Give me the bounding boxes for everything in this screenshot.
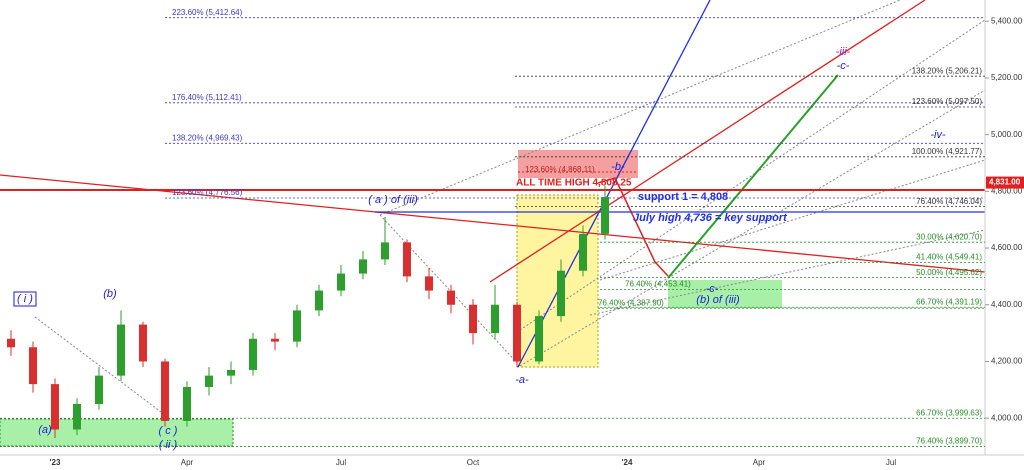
support-label: support 1 = 4,808 <box>638 191 728 203</box>
ath-label: ALL TIME HIGH 4,808.25 <box>516 178 632 189</box>
trend-line <box>517 0 711 368</box>
candle-body <box>425 276 433 291</box>
candle-body <box>403 242 411 277</box>
candle-body <box>579 233 587 271</box>
candle-body <box>51 384 59 430</box>
fib-label: 123.60% (4,776.56) <box>172 188 243 197</box>
projection-path <box>597 177 669 277</box>
wave-label: -iii- <box>836 46 851 58</box>
wave-label: ( ii ) <box>159 439 178 451</box>
wave-label: (b) <box>103 288 117 300</box>
candle-body <box>249 338 257 370</box>
projection-path <box>667 74 839 279</box>
fib-label: 30.00% (4,620.70) <box>916 232 982 241</box>
candle-body <box>601 197 609 234</box>
candle-body <box>469 304 477 334</box>
candle-body <box>7 338 15 348</box>
fib-label: 176.40% (5,112.41) <box>172 93 242 102</box>
candle-body <box>161 361 169 421</box>
candle-body <box>359 259 367 274</box>
y-tick-label: 4,800.00 <box>991 186 1023 195</box>
support-label: July high 4,736 = key support <box>633 212 788 224</box>
x-tick-label: '24 <box>622 458 633 467</box>
trend-line <box>489 0 926 283</box>
wave-label: (a) <box>38 424 52 436</box>
fib-label: 100.00% (4,921.77) <box>912 147 983 156</box>
fib-label: 138.20% (4,969.43) <box>172 133 243 142</box>
price-tag-label: 4,831.00 <box>989 178 1021 187</box>
fib-label: 76.40% (4,387.90) <box>598 298 664 307</box>
wave-label: ( a ) of (iii) <box>368 194 418 206</box>
wave-label: -c- <box>706 283 719 295</box>
wave-box <box>13 291 37 307</box>
wave-label: (b) of (iii) <box>696 294 740 306</box>
candle-body <box>557 270 565 317</box>
fib-label: 76.40% (4,746.04) <box>916 197 982 206</box>
candle-body <box>315 290 323 311</box>
trend-line <box>0 174 986 273</box>
candle-body <box>293 310 301 342</box>
wave-label: -iv- <box>930 129 946 141</box>
channel-lines <box>34 0 986 416</box>
y-tick-label: 4,400.00 <box>991 300 1023 309</box>
green-zone <box>0 418 234 447</box>
candle-body <box>535 316 543 362</box>
candle-body <box>139 324 147 362</box>
candle-body <box>227 369 235 376</box>
wave-label: -c- <box>837 60 850 72</box>
fib-label: 138.20% (5,206.21) <box>912 66 983 75</box>
wave-label: ( c ) <box>159 425 178 437</box>
candle-body <box>73 403 81 430</box>
x-tick-label: Apr <box>753 458 766 467</box>
candle-body <box>205 375 213 387</box>
candle-body <box>491 304 499 334</box>
fib-label: 50.00% (4,495.62) <box>916 268 982 277</box>
fib-label: 76.40% (3,899.70) <box>916 437 982 446</box>
x-tick-label: '23 <box>50 458 61 467</box>
candle-body <box>117 324 125 376</box>
candle-body <box>447 290 455 305</box>
x-tick-label: Jul <box>336 458 346 467</box>
y-tick-label: 5,000.00 <box>991 130 1023 139</box>
candle-body <box>513 304 521 362</box>
y-tick-label: 5,200.00 <box>991 73 1023 82</box>
candle-body <box>183 386 191 421</box>
fib-label: 123.60% (4,868.11) <box>525 165 595 174</box>
candle-body <box>271 338 279 342</box>
candle-body <box>337 273 345 291</box>
fib-label: 76.40% (4,453.41) <box>625 280 691 289</box>
y-tick-label: 4,600.00 <box>991 243 1023 252</box>
red-zone <box>518 150 638 178</box>
price-tag <box>986 176 1024 189</box>
y-tick-label: 4,000.00 <box>991 413 1023 422</box>
candle-body <box>381 242 389 260</box>
fib-label: 66.70% (3,999.63) <box>916 408 982 417</box>
candle-body <box>95 375 103 404</box>
x-tick-label: Oct <box>467 458 480 467</box>
y-tick-label: 5,400.00 <box>991 16 1023 25</box>
x-tick-label: Apr <box>181 458 194 467</box>
fib-label: 123.60% (5,097.50) <box>912 97 983 106</box>
wave-label: ( i ) <box>17 293 33 305</box>
candle-body <box>29 347 37 385</box>
fib-label: 66.70% (4,391.19) <box>916 297 982 306</box>
fib-label: 41.40% (4,549.41) <box>916 253 982 262</box>
wave-label: -a- <box>515 374 529 386</box>
wave-label: -b- <box>611 161 625 173</box>
fib-label: 223.60% (5,412.64) <box>172 8 243 17</box>
green-zone <box>668 280 782 308</box>
y-tick-label: 4,200.00 <box>991 357 1023 366</box>
x-tick-label: Jul <box>886 458 896 467</box>
